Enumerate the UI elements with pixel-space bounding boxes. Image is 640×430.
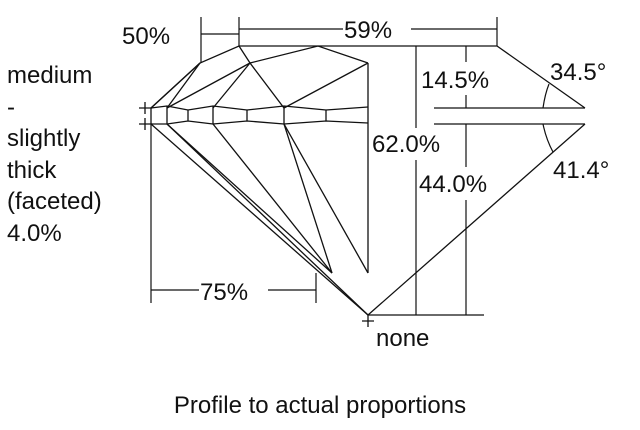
diamond-outline [139,45,586,327]
culet-label: none [376,325,429,352]
crown-angle-label: 34.5° [550,59,606,86]
crown-height-label: 14.5% [421,67,489,94]
girdle-label-line: slightly [7,125,81,152]
girdle-label-line: medium [7,62,93,89]
pavilion-angle-label: 41.4° [553,157,609,184]
girdle-label: medium - slightly thick (faceted) 4.0% [7,60,102,249]
total-depth-label: 62.0% [372,131,440,158]
pavilion-right-edge [367,123,586,316]
caption: Profile to actual proportions [173,392,467,419]
star-length-label: 50% [122,23,170,50]
dimension-lines [150,17,554,316]
girdle-label-line: (faceted) [7,188,102,215]
table-label: 59% [344,17,392,44]
girdle-label-line: 4.0% [7,219,62,247]
girdle-label-line: thick [7,156,57,184]
girdle-label-line: - [7,93,15,121]
pavilion-depth-label: 44.0% [419,171,487,198]
lower-half-length-label: 75% [200,279,248,306]
